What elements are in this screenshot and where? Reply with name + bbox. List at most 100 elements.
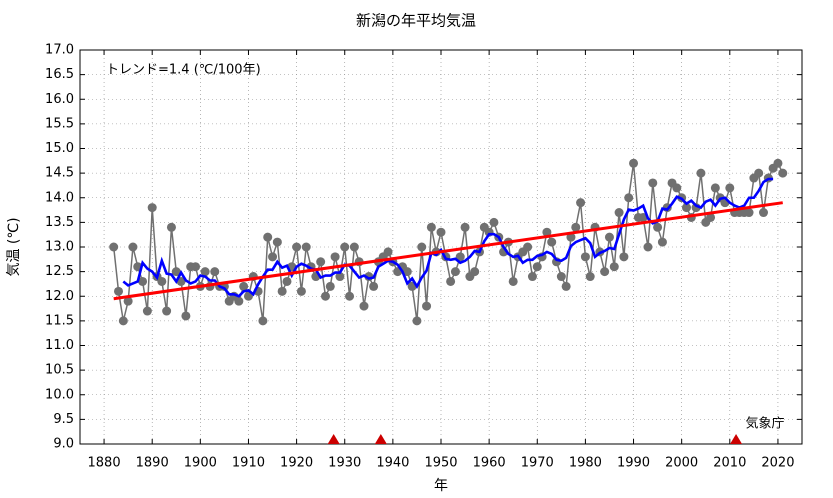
- x-tick-label: 2020: [761, 456, 794, 471]
- annual-point: [470, 267, 480, 277]
- chart-title: 新潟の年平均気温: [356, 12, 476, 30]
- x-tick-label: 2000: [665, 456, 698, 471]
- annual-point: [234, 296, 244, 306]
- annual-point: [157, 276, 167, 286]
- y-tick-label: 11.5: [45, 313, 74, 328]
- annual-point: [576, 198, 586, 208]
- annual-point: [277, 286, 287, 296]
- x-tick-label: 1980: [569, 456, 602, 471]
- y-tick-label: 10.0: [45, 387, 74, 402]
- y-tick-label: 15.5: [45, 116, 74, 131]
- annual-point: [128, 242, 138, 252]
- annual-point: [335, 272, 345, 282]
- annual-point: [648, 178, 658, 188]
- annual-point: [585, 272, 595, 282]
- x-tick-label: 1910: [232, 456, 265, 471]
- x-tick-label: 1880: [88, 456, 121, 471]
- annual-point: [114, 286, 124, 296]
- annual-point: [580, 252, 590, 262]
- annual-point: [258, 316, 268, 326]
- y-tick-label: 10.5: [45, 363, 74, 378]
- annual-point: [619, 252, 629, 262]
- annual-point: [450, 267, 460, 277]
- annual-point: [672, 183, 682, 193]
- annual-point: [316, 257, 326, 267]
- annual-point: [301, 242, 311, 252]
- annual-point: [243, 291, 253, 301]
- annual-point: [773, 158, 783, 168]
- annual-point: [123, 296, 133, 306]
- annual-point: [268, 252, 278, 262]
- annual-point: [455, 252, 465, 262]
- annual-point: [489, 217, 499, 227]
- annual-point: [527, 272, 537, 282]
- x-tick-label: 2010: [713, 456, 746, 471]
- annual-point: [330, 252, 340, 262]
- annual-point: [412, 316, 422, 326]
- annual-point: [629, 158, 639, 168]
- annual-point: [239, 281, 249, 291]
- annual-point: [460, 222, 470, 232]
- annual-point: [706, 212, 716, 222]
- annual-point: [600, 267, 610, 277]
- annual-point: [571, 222, 581, 232]
- annual-point: [542, 227, 552, 237]
- x-tick-label: 1940: [376, 456, 409, 471]
- relocation-marker: [730, 434, 743, 444]
- annual-point: [340, 242, 350, 252]
- annual-line: [112, 161, 784, 322]
- annual-point: [181, 311, 191, 321]
- y-tick-label: 16.0: [45, 92, 74, 107]
- annual-point: [556, 272, 566, 282]
- annual-point: [681, 203, 691, 213]
- annual-point: [508, 276, 518, 286]
- x-tick-label: 1990: [617, 456, 650, 471]
- annual-point: [263, 232, 273, 242]
- y-tick-label: 12.0: [45, 289, 74, 304]
- annual-point: [696, 168, 706, 178]
- annual-point: [725, 183, 735, 193]
- annual-point: [609, 262, 619, 272]
- annual-point: [292, 242, 302, 252]
- annual-point: [272, 237, 282, 247]
- annual-point: [778, 168, 788, 178]
- y-tick-label: 14.5: [45, 166, 74, 181]
- relocation-marker: [327, 434, 340, 444]
- annual-point: [118, 316, 128, 326]
- annual-point: [446, 276, 456, 286]
- y-tick-label: 14.0: [45, 190, 74, 205]
- y-tick-label: 17.0: [45, 43, 74, 58]
- y-tick-label: 15.0: [45, 141, 74, 156]
- relocation-marker: [374, 434, 387, 444]
- annual-point: [282, 276, 292, 286]
- annual-point: [162, 306, 172, 316]
- annual-point: [383, 247, 393, 257]
- x-tick-label: 1920: [280, 456, 313, 471]
- x-tick-label: 1930: [328, 456, 361, 471]
- annual-point: [422, 301, 432, 311]
- annual-point: [349, 242, 359, 252]
- annual-point: [320, 291, 330, 301]
- y-tick-label: 13.0: [45, 240, 74, 255]
- annual-point: [191, 262, 201, 272]
- y-axis-label: 気温 (℃): [6, 217, 22, 276]
- annual-point: [325, 281, 335, 291]
- x-tick-label: 1970: [521, 456, 554, 471]
- annual-point: [359, 301, 369, 311]
- annual-point: [523, 242, 533, 252]
- y-tick-label: 12.5: [45, 264, 74, 279]
- annual-point: [710, 183, 720, 193]
- annual-point: [109, 242, 119, 252]
- annual-point: [142, 306, 152, 316]
- running-mean-line: [122, 177, 774, 298]
- annual-point: [754, 168, 764, 178]
- y-tick-label: 9.0: [53, 437, 74, 452]
- y-tick-label: 9.5: [53, 412, 74, 427]
- x-tick-label: 1900: [184, 456, 217, 471]
- trend-annotation: トレンド=1.4 (℃/100年): [106, 63, 261, 78]
- plot-frame: [79, 49, 803, 445]
- annual-point: [138, 276, 148, 286]
- annual-point: [296, 286, 306, 296]
- annual-point: [604, 232, 614, 242]
